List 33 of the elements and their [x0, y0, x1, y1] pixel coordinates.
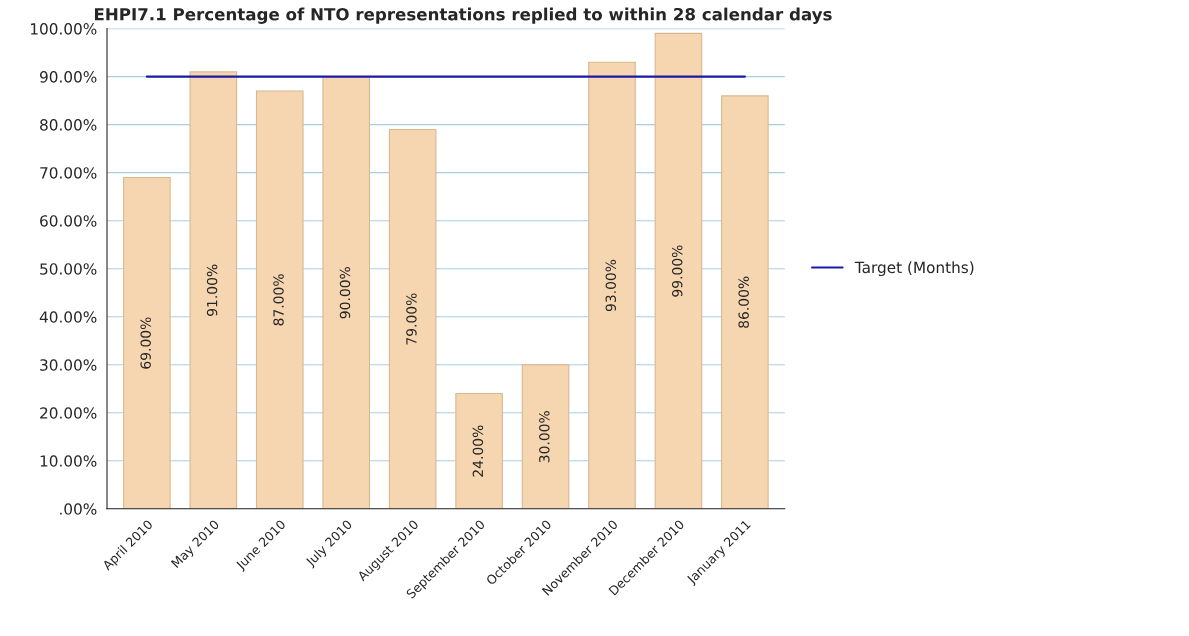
data-label: 87.00% — [273, 274, 284, 326]
legend-label: Target (Months) — [854, 261, 974, 277]
chart-title: EHPI7.1 Percentage of NTO representations replied to within 28 calendar days — [94, 7, 832, 24]
y-tick-label: 90.00% — [40, 71, 97, 83]
y-tick-label: .00% — [60, 503, 97, 515]
y-tick-label: 40.00% — [39, 311, 97, 323]
bar — [388, 128, 437, 509]
data-label: 79.00% — [406, 293, 417, 345]
bar — [123, 176, 171, 509]
y-tick-label: 80.00% — [40, 119, 97, 131]
bar — [322, 76, 371, 509]
y-tick-label: 100.00% — [30, 23, 97, 35]
bar — [255, 90, 304, 509]
bar — [588, 61, 636, 509]
y-tick-label: 50.00% — [40, 263, 97, 275]
data-label: 90.00% — [339, 267, 351, 319]
bar — [521, 364, 570, 509]
bar — [189, 71, 238, 509]
y-tick-label: 60.00% — [40, 215, 97, 227]
y-tick-label: 30.00% — [40, 359, 97, 371]
data-label: 24.00% — [472, 425, 484, 477]
data-label: 30.00% — [539, 411, 550, 463]
y-tick-label: 70.00% — [40, 167, 97, 179]
bar — [455, 393, 503, 509]
data-label: 86.00% — [738, 276, 749, 328]
y-tick-label: 20.00% — [40, 407, 97, 419]
bar — [721, 95, 769, 509]
bar — [654, 32, 703, 509]
data-label: 91.00% — [206, 264, 218, 316]
data-label: 93.00% — [605, 259, 617, 312]
data-label: 69.00% — [140, 317, 151, 369]
y-tick-label: 10.00% — [40, 455, 97, 467]
data-label: 99.00% — [671, 245, 683, 297]
